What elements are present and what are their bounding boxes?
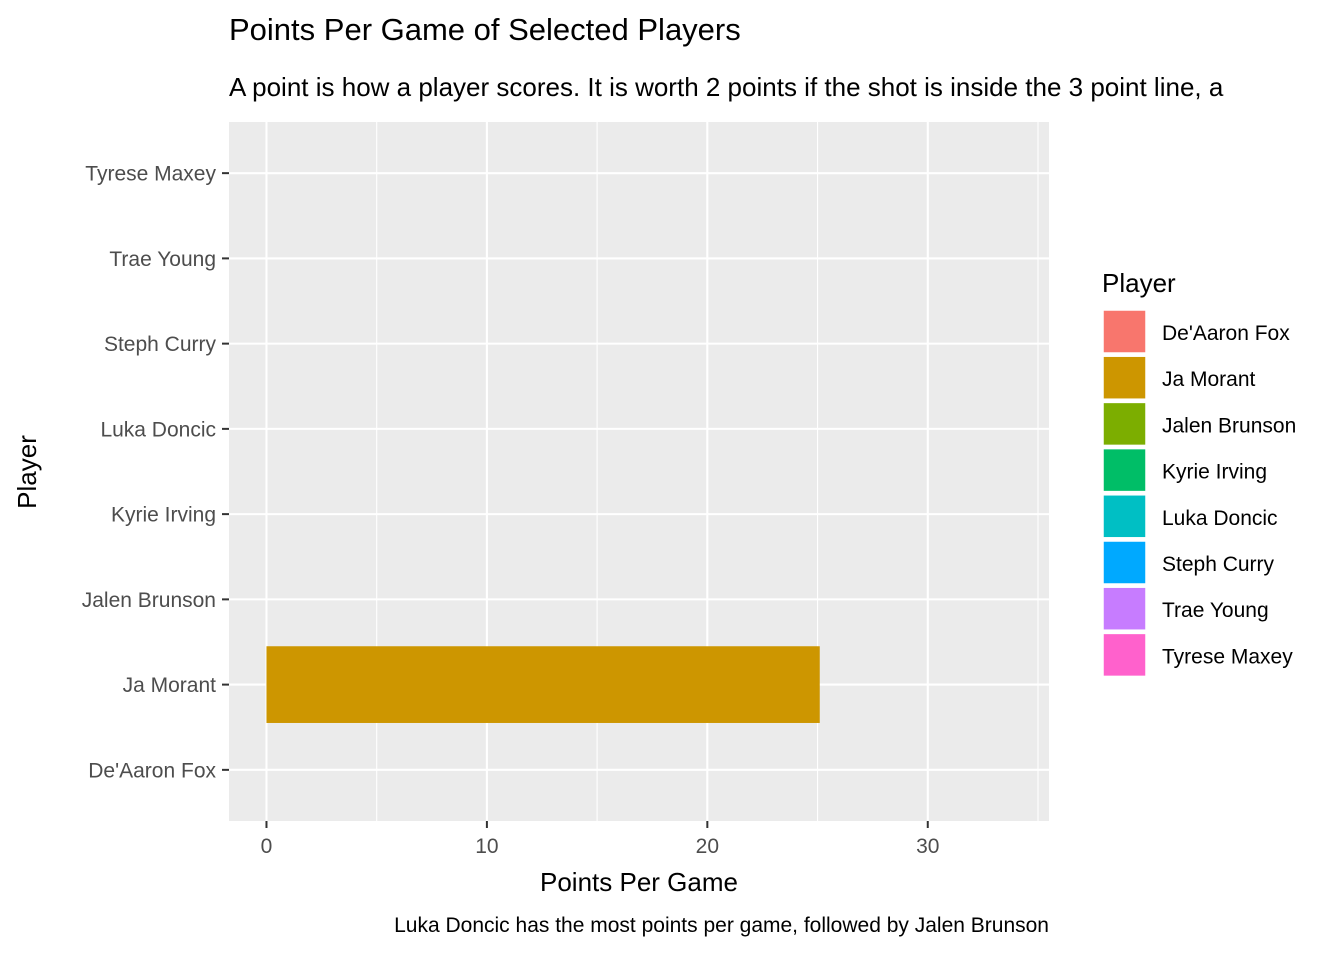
- y-tick-label: Jalen Brunson: [82, 589, 216, 612]
- legend-label: Trae Young: [1162, 599, 1269, 622]
- chart-subtitle: A point is how a player scores. It is wo…: [229, 72, 1224, 102]
- y-tick-label: Tyrese Maxey: [85, 163, 216, 186]
- x-axis-title: Points Per Game: [540, 867, 738, 897]
- bars: [266, 646, 820, 723]
- y-tick-label: Trae Young: [109, 248, 216, 271]
- x-tick-label: 30: [916, 835, 939, 858]
- legend-key: [1102, 447, 1147, 493]
- legend-label: Kyrie Irving: [1162, 461, 1267, 484]
- y-tick-label: Luka Doncic: [100, 418, 216, 441]
- legend-key: [1102, 540, 1147, 585]
- y-tick-label: De'Aaron Fox: [88, 759, 216, 782]
- legend-label: De'Aaron Fox: [1162, 322, 1290, 345]
- legend-label: Jalen Brunson: [1162, 414, 1296, 437]
- legend-key: [1102, 632, 1147, 678]
- legend-key: [1102, 586, 1147, 631]
- y-axis: De'Aaron Fox Ja Morant Jalen Brunson Kyrie …: [82, 163, 229, 782]
- bar: [266, 646, 820, 723]
- legend-label: Luka Doncic: [1162, 507, 1278, 530]
- y-tick-label: Kyrie Irving: [111, 504, 216, 527]
- y-tick-label: Ja Morant: [123, 674, 217, 697]
- legend-label: Tyrese Maxey: [1162, 645, 1293, 668]
- legend-title: Player: [1102, 268, 1176, 298]
- legend-items: De'Aaron Fox Ja Morant Jalen Brunson Kyrie …: [1102, 309, 1296, 678]
- x-tick-label: 10: [475, 835, 498, 858]
- chart-caption: Luka Doncic has the most points per game…: [394, 914, 1049, 937]
- y-axis-title: Player: [12, 435, 42, 509]
- chart-title: Points Per Game of Selected Players: [229, 12, 741, 47]
- y-tick-label: Steph Curry: [104, 333, 217, 356]
- x-tick-label: 0: [261, 835, 273, 858]
- legend-label: Steph Curry: [1162, 553, 1275, 576]
- legend-key: [1102, 309, 1147, 354]
- x-tick-label: 20: [696, 835, 719, 858]
- legend-label: Ja Morant: [1162, 368, 1256, 391]
- legend-key: [1102, 401, 1147, 447]
- legend-key: [1102, 355, 1147, 400]
- x-axis: 0 10 20 30: [261, 821, 939, 858]
- legend: Player De'Aaron Fox Ja Morant Jalen Brunso…: [1102, 268, 1296, 678]
- legend-key: [1102, 494, 1147, 539]
